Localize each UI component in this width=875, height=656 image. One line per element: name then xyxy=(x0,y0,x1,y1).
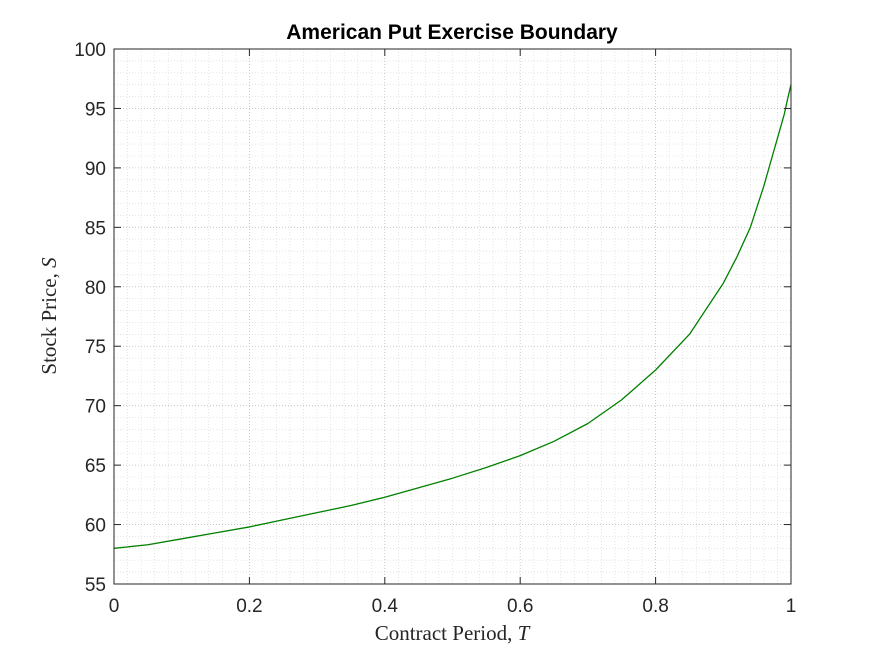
y-axis-label-symbol: S xyxy=(37,257,61,268)
x-tick-label: 0.6 xyxy=(507,596,533,617)
x-axis-label: Contract Period, T xyxy=(375,621,531,645)
y-tick-label: 80 xyxy=(85,278,106,299)
y-tick-label: 100 xyxy=(74,40,106,61)
series-group xyxy=(113,84,792,549)
x-tick-label: 0.8 xyxy=(642,596,668,617)
y-tick-label: 65 xyxy=(85,456,106,477)
y-tick-label: 70 xyxy=(85,397,106,418)
y-tick-label: 60 xyxy=(85,516,106,537)
y-axis-label-text: Stock Price, xyxy=(37,268,61,375)
x-tick-label: 1 xyxy=(786,596,797,617)
y-tick-label: 90 xyxy=(85,159,106,180)
y-tick-label: 75 xyxy=(85,337,106,358)
y-tick-label: 55 xyxy=(85,575,106,596)
minor-grid xyxy=(114,49,791,584)
x-tick-label: 0.2 xyxy=(236,596,262,617)
y-tick-label: 95 xyxy=(85,99,106,120)
x-tick-label: 0.4 xyxy=(372,596,399,617)
x-tick-label: 0 xyxy=(109,596,120,617)
y-axis-label: Stock Price, S xyxy=(37,257,61,375)
y-tick-labels: 55 60 65 70 75 80 85 90 95 100 xyxy=(74,40,106,596)
y-tick-label: 85 xyxy=(85,218,106,239)
chart-title: American Put Exercise Boundary xyxy=(286,21,618,44)
series-line xyxy=(113,84,792,549)
plot-frame xyxy=(113,48,792,585)
tick-marks xyxy=(113,48,792,585)
x-tick-labels: 0 0.2 0.4 0.6 0.8 1 xyxy=(109,596,797,617)
x-axis-label-text: Contract Period, xyxy=(375,621,518,645)
x-axis-label-symbol: T xyxy=(518,621,531,645)
